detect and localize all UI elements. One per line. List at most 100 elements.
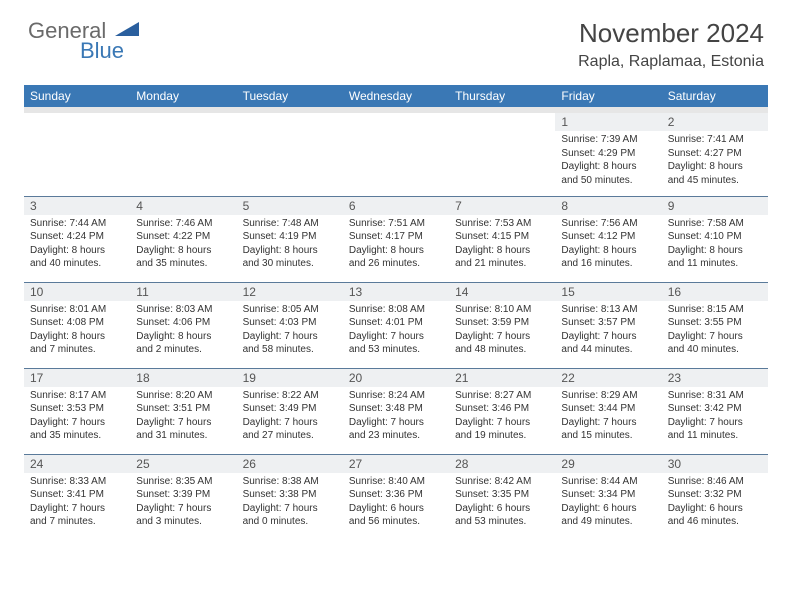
calendar-day-cell: 1Sunrise: 7:39 AMSunset: 4:29 PMDaylight… [555, 110, 661, 196]
title-block: November 2024 Rapla, Raplamaa, Estonia [578, 18, 764, 71]
day-content: Sunrise: 7:41 AMSunset: 4:27 PMDaylight:… [662, 131, 768, 191]
calendar-day-cell: 27Sunrise: 8:40 AMSunset: 3:36 PMDayligh… [343, 454, 449, 540]
day-content: Sunrise: 8:13 AMSunset: 3:57 PMDaylight:… [555, 301, 661, 361]
column-header: Monday [130, 85, 236, 110]
calendar-week-row: 1Sunrise: 7:39 AMSunset: 4:29 PMDaylight… [24, 110, 768, 196]
day-content: Sunrise: 8:15 AMSunset: 3:55 PMDaylight:… [662, 301, 768, 361]
calendar-day-cell: 15Sunrise: 8:13 AMSunset: 3:57 PMDayligh… [555, 282, 661, 368]
calendar-day-cell: 8Sunrise: 7:56 AMSunset: 4:12 PMDaylight… [555, 196, 661, 282]
day-number: 23 [662, 369, 768, 387]
day-content: Sunrise: 8:40 AMSunset: 3:36 PMDaylight:… [343, 473, 449, 533]
calendar-day-cell: 16Sunrise: 8:15 AMSunset: 3:55 PMDayligh… [662, 282, 768, 368]
column-header: Saturday [662, 85, 768, 110]
day-number: 20 [343, 369, 449, 387]
calendar-day-cell: 5Sunrise: 7:48 AMSunset: 4:19 PMDaylight… [237, 196, 343, 282]
day-content: Sunrise: 7:44 AMSunset: 4:24 PMDaylight:… [24, 215, 130, 275]
day-number: 10 [24, 283, 130, 301]
column-header: Thursday [449, 85, 555, 110]
day-content: Sunrise: 7:56 AMSunset: 4:12 PMDaylight:… [555, 215, 661, 275]
calendar-table: SundayMondayTuesdayWednesdayThursdayFrid… [24, 85, 768, 540]
calendar-week-row: 17Sunrise: 8:17 AMSunset: 3:53 PMDayligh… [24, 368, 768, 454]
day-number: 16 [662, 283, 768, 301]
day-number: 27 [343, 455, 449, 473]
day-content: Sunrise: 7:39 AMSunset: 4:29 PMDaylight:… [555, 131, 661, 191]
calendar-day-cell: 24Sunrise: 8:33 AMSunset: 3:41 PMDayligh… [24, 454, 130, 540]
calendar-day-cell: 4Sunrise: 7:46 AMSunset: 4:22 PMDaylight… [130, 196, 236, 282]
calendar-day-cell [237, 110, 343, 196]
calendar-day-cell: 14Sunrise: 8:10 AMSunset: 3:59 PMDayligh… [449, 282, 555, 368]
column-header: Friday [555, 85, 661, 110]
calendar-day-cell [24, 110, 130, 196]
day-number: 2 [662, 113, 768, 131]
day-number: 24 [24, 455, 130, 473]
day-content: Sunrise: 8:22 AMSunset: 3:49 PMDaylight:… [237, 387, 343, 447]
calendar-day-cell: 11Sunrise: 8:03 AMSunset: 4:06 PMDayligh… [130, 282, 236, 368]
day-content: Sunrise: 8:29 AMSunset: 3:44 PMDaylight:… [555, 387, 661, 447]
calendar-day-cell: 28Sunrise: 8:42 AMSunset: 3:35 PMDayligh… [449, 454, 555, 540]
calendar-day-cell [343, 110, 449, 196]
day-content: Sunrise: 8:05 AMSunset: 4:03 PMDaylight:… [237, 301, 343, 361]
calendar-day-cell: 7Sunrise: 7:53 AMSunset: 4:15 PMDaylight… [449, 196, 555, 282]
day-content: Sunrise: 8:08 AMSunset: 4:01 PMDaylight:… [343, 301, 449, 361]
calendar-head: SundayMondayTuesdayWednesdayThursdayFrid… [24, 85, 768, 110]
day-content: Sunrise: 8:35 AMSunset: 3:39 PMDaylight:… [130, 473, 236, 533]
day-number: 7 [449, 197, 555, 215]
day-content: Sunrise: 7:58 AMSunset: 4:10 PMDaylight:… [662, 215, 768, 275]
column-header: Sunday [24, 85, 130, 110]
day-number: 28 [449, 455, 555, 473]
day-number: 21 [449, 369, 555, 387]
day-content: Sunrise: 8:46 AMSunset: 3:32 PMDaylight:… [662, 473, 768, 533]
calendar-week-row: 24Sunrise: 8:33 AMSunset: 3:41 PMDayligh… [24, 454, 768, 540]
day-number: 12 [237, 283, 343, 301]
calendar-day-cell [449, 110, 555, 196]
logo: General Blue [28, 18, 141, 44]
day-number: 1 [555, 113, 661, 131]
day-number: 8 [555, 197, 661, 215]
day-number: 5 [237, 197, 343, 215]
calendar-day-cell: 19Sunrise: 8:22 AMSunset: 3:49 PMDayligh… [237, 368, 343, 454]
calendar-day-cell: 13Sunrise: 8:08 AMSunset: 4:01 PMDayligh… [343, 282, 449, 368]
month-title: November 2024 [578, 18, 764, 49]
day-content: Sunrise: 8:20 AMSunset: 3:51 PMDaylight:… [130, 387, 236, 447]
calendar-day-cell: 25Sunrise: 8:35 AMSunset: 3:39 PMDayligh… [130, 454, 236, 540]
calendar-day-cell: 2Sunrise: 7:41 AMSunset: 4:27 PMDaylight… [662, 110, 768, 196]
day-content: Sunrise: 8:17 AMSunset: 3:53 PMDaylight:… [24, 387, 130, 447]
column-header: Wednesday [343, 85, 449, 110]
day-content: Sunrise: 8:42 AMSunset: 3:35 PMDaylight:… [449, 473, 555, 533]
day-number: 9 [662, 197, 768, 215]
day-number: 15 [555, 283, 661, 301]
location: Rapla, Raplamaa, Estonia [578, 53, 764, 71]
day-content: Sunrise: 7:51 AMSunset: 4:17 PMDaylight:… [343, 215, 449, 275]
calendar-body: 1Sunrise: 7:39 AMSunset: 4:29 PMDaylight… [24, 110, 768, 540]
calendar-day-cell: 6Sunrise: 7:51 AMSunset: 4:17 PMDaylight… [343, 196, 449, 282]
calendar-day-cell: 20Sunrise: 8:24 AMSunset: 3:48 PMDayligh… [343, 368, 449, 454]
header: General Blue November 2024 Rapla, Raplam… [0, 0, 792, 79]
calendar-day-cell: 22Sunrise: 8:29 AMSunset: 3:44 PMDayligh… [555, 368, 661, 454]
day-content: Sunrise: 8:03 AMSunset: 4:06 PMDaylight:… [130, 301, 236, 361]
day-number: 18 [130, 369, 236, 387]
day-content: Sunrise: 8:10 AMSunset: 3:59 PMDaylight:… [449, 301, 555, 361]
calendar-day-cell: 9Sunrise: 7:58 AMSunset: 4:10 PMDaylight… [662, 196, 768, 282]
day-number: 29 [555, 455, 661, 473]
calendar-day-cell: 17Sunrise: 8:17 AMSunset: 3:53 PMDayligh… [24, 368, 130, 454]
day-number: 25 [130, 455, 236, 473]
day-number: 4 [130, 197, 236, 215]
calendar-day-cell: 12Sunrise: 8:05 AMSunset: 4:03 PMDayligh… [237, 282, 343, 368]
calendar-week-row: 10Sunrise: 8:01 AMSunset: 4:08 PMDayligh… [24, 282, 768, 368]
day-content: Sunrise: 7:53 AMSunset: 4:15 PMDaylight:… [449, 215, 555, 275]
calendar-day-cell: 30Sunrise: 8:46 AMSunset: 3:32 PMDayligh… [662, 454, 768, 540]
calendar-day-cell: 3Sunrise: 7:44 AMSunset: 4:24 PMDaylight… [24, 196, 130, 282]
day-number: 6 [343, 197, 449, 215]
day-content: Sunrise: 8:38 AMSunset: 3:38 PMDaylight:… [237, 473, 343, 533]
day-number: 11 [130, 283, 236, 301]
calendar-day-cell: 21Sunrise: 8:27 AMSunset: 3:46 PMDayligh… [449, 368, 555, 454]
day-number: 19 [237, 369, 343, 387]
calendar-day-cell: 26Sunrise: 8:38 AMSunset: 3:38 PMDayligh… [237, 454, 343, 540]
day-number: 13 [343, 283, 449, 301]
day-number: 30 [662, 455, 768, 473]
day-number: 14 [449, 283, 555, 301]
calendar-day-cell: 23Sunrise: 8:31 AMSunset: 3:42 PMDayligh… [662, 368, 768, 454]
calendar-day-cell: 10Sunrise: 8:01 AMSunset: 4:08 PMDayligh… [24, 282, 130, 368]
column-header: Tuesday [237, 85, 343, 110]
day-content: Sunrise: 8:31 AMSunset: 3:42 PMDaylight:… [662, 387, 768, 447]
